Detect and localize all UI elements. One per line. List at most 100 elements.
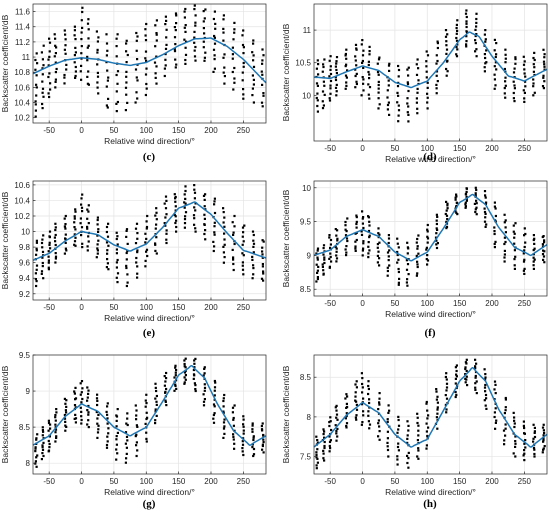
scatter-point <box>165 371 168 375</box>
scatter-point <box>47 261 50 264</box>
scatter-point <box>261 59 264 62</box>
scatter-point <box>417 434 420 437</box>
scatter-point <box>242 231 245 234</box>
scatter-point <box>54 414 57 417</box>
y-tick-label: 8 <box>307 413 312 422</box>
scatter-point <box>74 417 78 420</box>
scatter-point <box>155 65 158 68</box>
scatter-point <box>362 397 365 400</box>
scatter-point <box>115 435 118 438</box>
scatter-point <box>54 52 57 55</box>
scatter-point <box>322 65 325 69</box>
scatter-point <box>194 209 197 212</box>
scatter-point <box>115 110 118 113</box>
scatter-point <box>252 447 256 451</box>
scatter-point <box>504 61 507 64</box>
scatter-point <box>126 249 129 253</box>
scatter-point <box>193 184 196 187</box>
scatter-point <box>323 444 326 448</box>
scatter-point <box>493 415 496 419</box>
scatter-point <box>378 392 381 395</box>
scatter-point <box>135 454 138 458</box>
scatter-point <box>105 104 108 107</box>
scatter-point <box>155 39 158 42</box>
scatter-point <box>36 433 39 436</box>
scatter-point <box>136 97 139 100</box>
scatter-point <box>252 435 255 438</box>
scatter-point <box>222 261 225 264</box>
scatter-point <box>155 32 158 35</box>
scatter-point <box>261 263 264 266</box>
scatter-point <box>415 274 418 277</box>
scatter-point <box>154 242 157 245</box>
scatter-point <box>417 424 420 427</box>
scatter-point <box>252 242 256 245</box>
scatter-point <box>513 267 516 270</box>
scatter-point <box>164 390 167 393</box>
scatter-point <box>503 213 506 216</box>
scatter-point <box>115 90 118 93</box>
scatter-point <box>54 261 57 264</box>
scatter-point <box>503 253 506 256</box>
scatter-point <box>361 391 364 394</box>
scatter-point <box>474 28 477 31</box>
scatter-point <box>96 234 99 237</box>
scatter-point <box>386 430 389 433</box>
scatter-point <box>406 278 409 281</box>
scatter-point <box>503 443 506 446</box>
scatter-point <box>322 247 325 250</box>
scatter-point <box>146 254 149 258</box>
scatter-point <box>542 235 545 238</box>
scatter-point <box>165 43 168 46</box>
scatter-point <box>335 56 339 59</box>
scatter-point <box>377 435 380 438</box>
scatter-point <box>329 447 332 450</box>
scatter-point <box>367 63 370 67</box>
scatter-point <box>344 52 347 56</box>
scatter-point <box>184 374 187 377</box>
scatter-point <box>426 237 430 240</box>
scatter-point <box>145 220 148 223</box>
scatter-point <box>444 212 447 216</box>
scatter-point <box>494 407 497 410</box>
scatter-point <box>387 411 390 414</box>
scatter-point <box>64 227 67 230</box>
scatter-point <box>493 388 496 391</box>
scatter-point <box>231 53 234 56</box>
scatter-point <box>54 423 57 426</box>
scatter-point <box>436 408 439 411</box>
scatter-point <box>474 39 477 42</box>
scatter-point <box>106 422 109 425</box>
scatter-point <box>362 226 365 230</box>
scatter-point <box>427 426 430 429</box>
scatter-point <box>484 376 487 379</box>
scatter-point <box>344 228 347 231</box>
scatter-point <box>65 411 68 414</box>
scatter-point <box>355 226 358 229</box>
scatter-point <box>416 91 419 94</box>
scatter-point <box>145 22 148 26</box>
scatter-point <box>47 419 50 422</box>
scatter-point <box>260 70 263 73</box>
scatter-point <box>193 49 196 52</box>
scatter-point <box>322 433 325 436</box>
scatter-point <box>73 240 77 243</box>
scatter-point <box>252 65 256 68</box>
scatter-point <box>416 260 419 263</box>
scatter-point <box>96 81 99 84</box>
scatter-point <box>464 366 467 369</box>
scatter-point <box>252 42 255 45</box>
scatter-point <box>494 421 497 424</box>
scatter-point <box>124 461 127 464</box>
scatter-point <box>542 439 545 442</box>
scatter-point <box>231 411 234 414</box>
scatter-point <box>193 4 196 7</box>
scatter-point <box>335 430 338 433</box>
x-tick-label: 100 <box>421 299 435 308</box>
scatter-point <box>503 221 506 224</box>
scatter-point <box>454 210 457 213</box>
scatter-point <box>136 251 139 254</box>
scatter-point <box>532 260 535 263</box>
scatter-point <box>396 445 400 449</box>
scatter-point <box>96 218 99 222</box>
